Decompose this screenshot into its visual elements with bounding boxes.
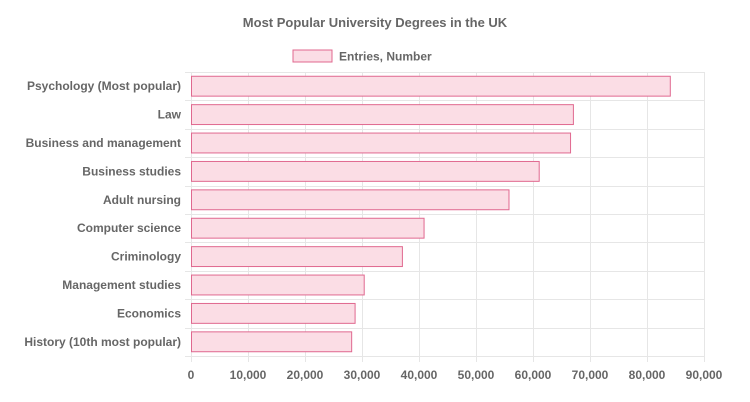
category-label: Criminology bbox=[111, 250, 181, 264]
x-tick-label: 50,000 bbox=[458, 368, 495, 382]
bar[interactable] bbox=[191, 132, 572, 154]
x-tick-label: 0 bbox=[188, 368, 195, 382]
x-tick-label: 40,000 bbox=[401, 368, 438, 382]
bar[interactable] bbox=[191, 246, 403, 268]
bar[interactable] bbox=[191, 160, 540, 182]
category-label: Law bbox=[158, 108, 182, 122]
x-tick-label: 60,000 bbox=[515, 368, 552, 382]
x-axis-tick-labels: 0 10,000 20,000 30,000 40,000 50,000 60,000 70,… bbox=[188, 368, 723, 382]
x-tick-label: 80,000 bbox=[629, 368, 666, 382]
x-tick-label: 30,000 bbox=[344, 368, 381, 382]
x-tick-label: 70,000 bbox=[572, 368, 609, 382]
category-label: Psychology (Most popular) bbox=[27, 79, 181, 93]
legend-label: Entries, Number bbox=[339, 50, 432, 64]
category-label: Economics bbox=[117, 306, 181, 320]
bar[interactable] bbox=[191, 331, 353, 353]
category-label: Computer science bbox=[77, 221, 181, 235]
category-label: Adult nursing bbox=[103, 193, 181, 207]
category-label: Management studies bbox=[62, 278, 181, 292]
category-label: History (10th most popular) bbox=[24, 335, 181, 349]
category-labels: Psychology (Most popular) Law Business and… bbox=[24, 79, 181, 349]
chart-title: Most Popular University Degrees in the U… bbox=[243, 15, 508, 30]
category-label: Business and management bbox=[26, 136, 181, 150]
x-tick-label: 10,000 bbox=[230, 368, 267, 382]
bars bbox=[191, 75, 671, 353]
legend[interactable]: Entries, Number bbox=[292, 49, 432, 64]
legend-swatch bbox=[292, 49, 333, 63]
bar[interactable] bbox=[191, 274, 365, 296]
bar[interactable] bbox=[191, 189, 510, 211]
x-tick-label: 90,000 bbox=[686, 368, 723, 382]
category-label: Business studies bbox=[82, 164, 181, 178]
bar[interactable] bbox=[191, 104, 574, 126]
bar[interactable] bbox=[191, 302, 356, 324]
bar[interactable] bbox=[191, 75, 671, 97]
bar[interactable] bbox=[191, 217, 425, 239]
x-tick-label: 20,000 bbox=[287, 368, 324, 382]
